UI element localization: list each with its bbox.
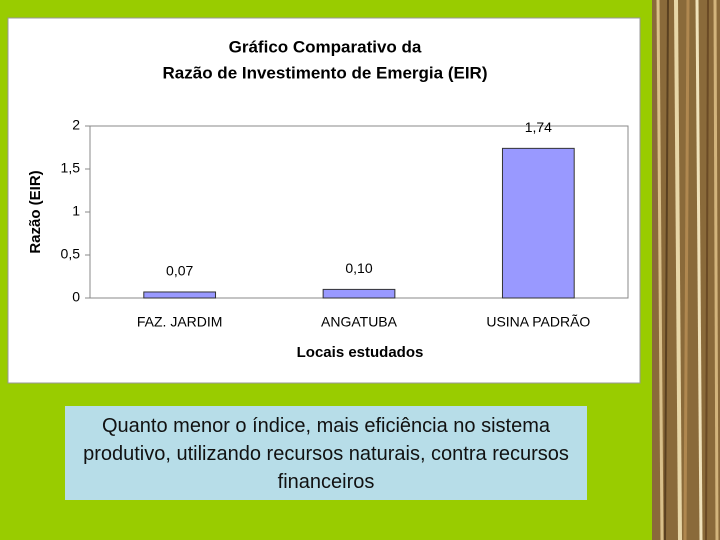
chart-title: Razão de Investimento de Emergia (EIR) <box>163 63 488 82</box>
chart-title: Gráfico Comparativo da <box>229 37 422 56</box>
straw-strip <box>652 0 720 540</box>
bar <box>322 288 396 299</box>
y-tick-label: 1 <box>72 203 80 219</box>
x-axis-label: Locais estudados <box>297 344 424 361</box>
x-tick-label: ANGATUBA <box>321 314 398 330</box>
value-label: 0,07 <box>166 263 193 279</box>
value-label: 0,10 <box>345 260 372 276</box>
y-tick-label: 2 <box>72 117 80 133</box>
x-tick-label: FAZ. JARDIM <box>137 314 223 330</box>
y-tick-label: 0,5 <box>61 246 81 262</box>
value-label: 1,74 <box>525 119 552 135</box>
y-axis-label: Razão (EIR) <box>27 170 44 253</box>
x-tick-label: USINA PADRÃO <box>486 314 590 330</box>
caption: Quanto menor o índice, mais eficiência n… <box>65 406 587 500</box>
y-tick-label: 0 <box>72 289 80 305</box>
bar <box>501 147 575 299</box>
y-tick-label: 1,5 <box>61 160 81 176</box>
bar <box>143 291 217 299</box>
